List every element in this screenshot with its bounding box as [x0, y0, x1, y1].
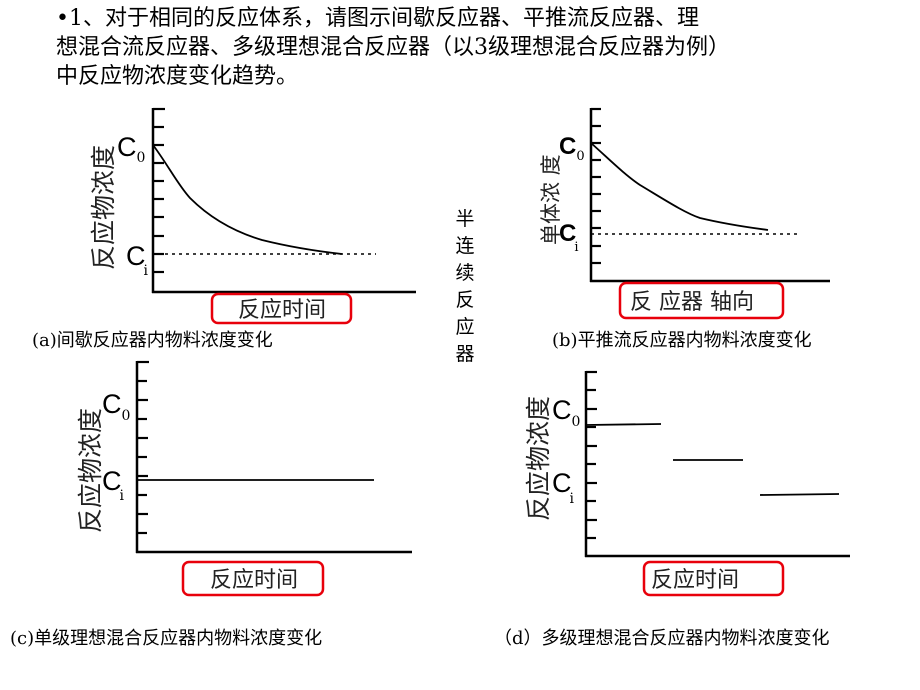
- semi-continuous-reactor-label: 半 连 续 反 应 器: [452, 206, 478, 368]
- chart-a-axes: [151, 108, 416, 294]
- chart-d-axes: [584, 371, 850, 558]
- chart-b-caption: (b)平推流反应器内物料浓度变化: [552, 330, 812, 351]
- side-char: 续: [455, 262, 475, 284]
- chart-d-stage-3: [759, 493, 840, 496]
- chart-a-ticks: [153, 107, 165, 274]
- chart-a-c0-label: C0: [117, 132, 145, 166]
- chart-d-ticks: [586, 370, 597, 540]
- chart-a-curve: [152, 144, 343, 255]
- side-char: 应: [455, 316, 475, 338]
- chart-a-caption: (a)间歇反应器内物料浓度变化: [32, 330, 273, 351]
- chart-c-c0-label: C0: [102, 389, 130, 424]
- chart-d-y-axis-label: 反应物浓度: [524, 396, 553, 521]
- chart-a-x-axis-label: 反应时间: [238, 298, 326, 323]
- chart-b-xlabel-highlight-box: [618, 281, 785, 320]
- chart-a-batch-reactor: C0 Ci 反应物浓度 反应时间: [89, 107, 416, 325]
- side-char: 半: [455, 208, 475, 230]
- chart-b-axes: [589, 108, 830, 283]
- chart-a-y-axis-label: 反应物浓度: [89, 145, 118, 270]
- chart-b-c0-label: C0: [559, 133, 585, 164]
- question-text: •1、对于相同的反应体系，请图示间歇反应器、平推流反应器、理 想混合流反应器、多…: [56, 4, 856, 91]
- chart-c-y-axis-label: 反应物浓度: [76, 408, 105, 533]
- chart-a-ci-label: Ci: [126, 241, 149, 279]
- question-line-1: •1、对于相同的反应体系，请图示间歇反应器、平推流反应器、理: [56, 6, 699, 31]
- chart-c-ticks: [137, 360, 149, 535]
- chart-b-y-axis-label: 单体浓 度: [539, 154, 563, 245]
- chart-b-ticks: [591, 107, 601, 265]
- chart-b-curve: [590, 142, 769, 231]
- chart-c-x-axis-label: 反应时间: [210, 568, 298, 593]
- chart-d-c0-label: C0: [552, 395, 580, 430]
- chart-c-axes: [135, 361, 412, 554]
- chart-d-caption: （d）多级理想混合反应器内物料浓度变化: [494, 628, 830, 649]
- side-char: 反: [455, 289, 475, 311]
- side-char: 连: [455, 235, 475, 257]
- chart-d-stage-1: [585, 423, 662, 426]
- chart-b-x-axis-label: 反 应器 轴向: [630, 290, 754, 315]
- chart-c-single-cstr: C0 Ci 反应物浓度 反应时间: [76, 360, 412, 597]
- question-line-2: 想混合流反应器、多级理想混合反应器（以3级理想混合反应器为例）: [56, 35, 730, 60]
- chart-d-steps: [585, 423, 840, 496]
- chart-c-xlabel-highlight-box: [181, 560, 325, 597]
- chart-c-ci-label: Ci: [102, 466, 125, 504]
- chart-d-xlabel-highlight-box: [642, 560, 785, 597]
- question-line-3: 中反应物浓度变化趋势。: [56, 64, 299, 89]
- chart-a-xlabel-highlight-box: [210, 292, 353, 325]
- chart-d-x-axis-label: 反应时间: [651, 568, 739, 593]
- side-char: 器: [455, 343, 475, 365]
- chart-c-caption: (c)单级理想混合反应器内物料浓度变化: [10, 628, 323, 649]
